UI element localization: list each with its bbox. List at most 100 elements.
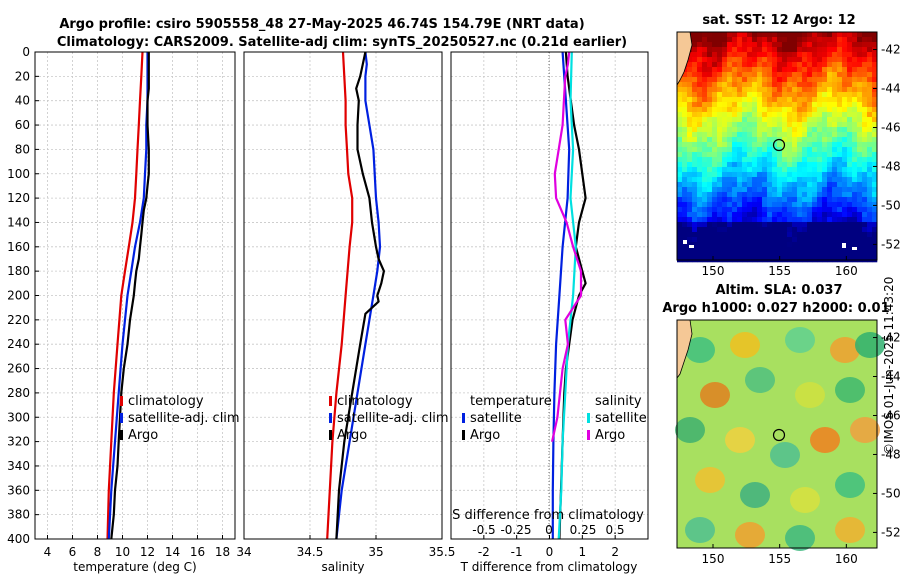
- sst-cell: [777, 67, 783, 73]
- sst-cell: [757, 72, 763, 78]
- sst-cell: [802, 172, 808, 178]
- sst-cell: [697, 137, 703, 143]
- sst-cell: [857, 252, 863, 258]
- temperature-xlabel: temperature (deg C): [73, 560, 196, 574]
- sst-cell: [802, 132, 808, 138]
- sst-cell: [817, 82, 823, 88]
- sst-cell: [702, 52, 708, 58]
- sst-cell: [712, 147, 718, 153]
- sst-cell: [842, 42, 848, 48]
- sst-cell: [762, 122, 768, 128]
- sst-cell: [842, 177, 848, 183]
- sst-cell: [802, 232, 808, 238]
- sst-cell: [687, 182, 693, 188]
- sst-cell: [822, 47, 828, 53]
- sst-cell: [787, 107, 793, 113]
- sst-cell: [792, 177, 798, 183]
- sst-cell: [757, 97, 763, 103]
- sst-cell: [692, 102, 698, 108]
- sst-cell: [682, 87, 688, 93]
- sst-cell: [732, 162, 738, 168]
- sst-cell: [827, 52, 833, 58]
- sst-cell: [752, 202, 758, 208]
- sst-cell: [857, 167, 863, 173]
- y-tick-label: 300: [7, 410, 30, 424]
- sst-cell: [852, 117, 858, 123]
- legend-satellite-adj: satellite-adj. clim: [337, 411, 449, 426]
- sst-cell: [817, 67, 823, 73]
- sst-cell: [762, 152, 768, 158]
- sst-cell: [862, 142, 868, 148]
- sst-cell: [822, 232, 828, 238]
- sst-cell: [807, 252, 813, 258]
- figure-title-line1: Argo profile: csiro 5905558_48 27-May-20…: [59, 17, 584, 32]
- sst-cell: [762, 32, 768, 38]
- sst-cell: [752, 192, 758, 198]
- sst-cell: [857, 82, 863, 88]
- sst-cell: [772, 127, 778, 133]
- sst-cell: [812, 57, 818, 63]
- sst-cell: [802, 167, 808, 173]
- sst-cell: [797, 97, 803, 103]
- sst-cell: [697, 202, 703, 208]
- sst-cell: [707, 82, 713, 88]
- sst-cell: [822, 117, 828, 123]
- sst-cell: [752, 32, 758, 38]
- sst-cell: [757, 47, 763, 53]
- sst-cell: [762, 62, 768, 68]
- sst-cell: [692, 117, 698, 123]
- sst-cell: [682, 92, 688, 98]
- sst-cell: [717, 177, 723, 183]
- sst-cell: [867, 132, 873, 138]
- sst-cell: [692, 57, 698, 63]
- sst-cell: [837, 187, 843, 193]
- sst-cell: [787, 82, 793, 88]
- sst-cell: [772, 152, 778, 158]
- sst-cell: [822, 167, 828, 173]
- sst-cell: [837, 52, 843, 58]
- sst-cell: [737, 182, 743, 188]
- sst-cell: [787, 92, 793, 98]
- sst-cell: [847, 187, 853, 193]
- sst-cell: [737, 217, 743, 223]
- sst-cell: [747, 162, 753, 168]
- sst-cell: [837, 152, 843, 158]
- sst-cell: [732, 87, 738, 93]
- sst-cell: [727, 97, 733, 103]
- sst-cell: [817, 52, 823, 58]
- sst-cell: [862, 197, 868, 203]
- sst-cell: [732, 187, 738, 193]
- sst-cell: [707, 77, 713, 83]
- sst-cell: [827, 107, 833, 113]
- sst-cell: [692, 217, 698, 223]
- sst-cell: [767, 227, 773, 233]
- sst-cell: [707, 197, 713, 203]
- sst-cell: [867, 167, 873, 173]
- sst-cell: [717, 117, 723, 123]
- x-tick-label: 34.5: [297, 545, 324, 559]
- sst-cell: [757, 212, 763, 218]
- sst-cell: [862, 167, 868, 173]
- sst-cell: [837, 217, 843, 223]
- sst-cell: [842, 32, 848, 38]
- sst-cell: [742, 47, 748, 53]
- y-tick-label: 0: [22, 45, 30, 59]
- sst-cell: [712, 187, 718, 193]
- sst-cell: [737, 32, 743, 38]
- sst-cell: [842, 207, 848, 213]
- sst-cell: [867, 117, 873, 123]
- sst-cell: [832, 67, 838, 73]
- sst-cell: [772, 247, 778, 253]
- sst-cell: [787, 247, 793, 253]
- sst-cell: [847, 237, 853, 243]
- sst-cell: [872, 162, 878, 168]
- sst-cell: [762, 87, 768, 93]
- sst-cell: [867, 82, 873, 88]
- sst-cell: [767, 72, 773, 78]
- sst-cell: [862, 192, 868, 198]
- sst-cell: [822, 242, 828, 248]
- sst-cell: [792, 172, 798, 178]
- sst-cell: [757, 162, 763, 168]
- sst-cell: [827, 147, 833, 153]
- sst-cell: [707, 167, 713, 173]
